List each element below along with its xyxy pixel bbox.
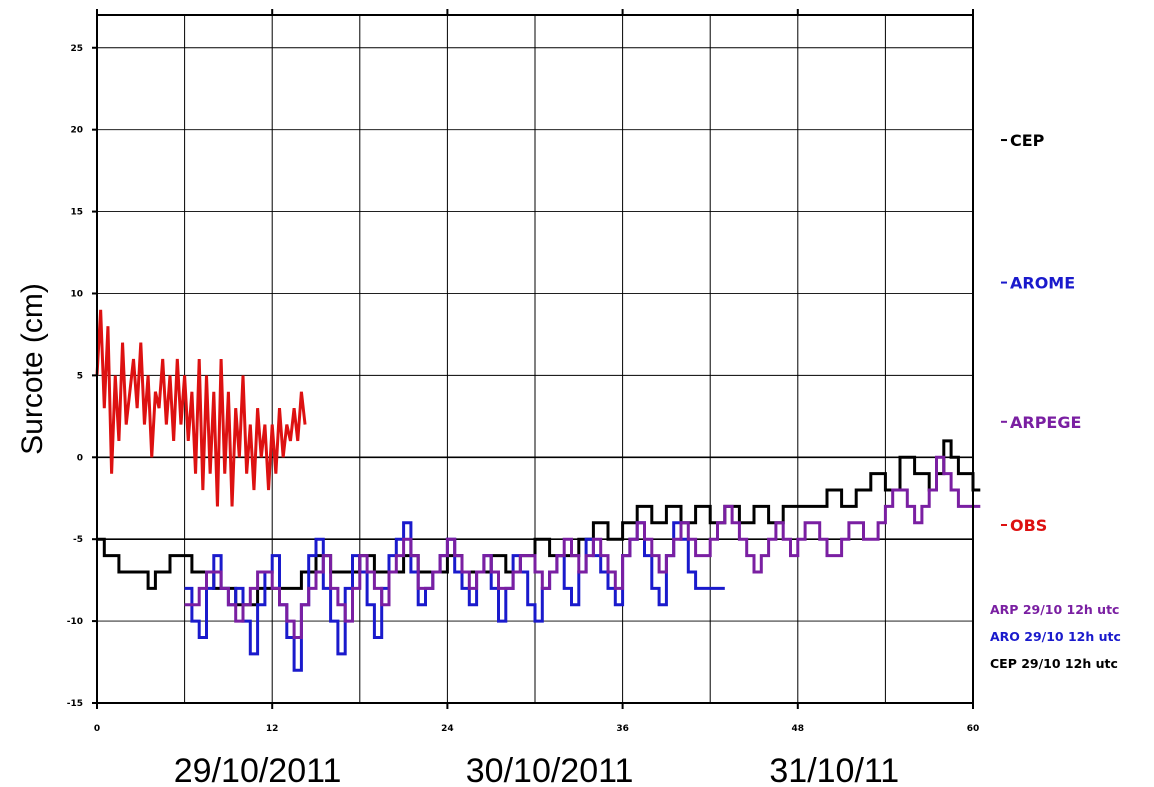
x-tick-label: 60 [967,724,980,734]
run-labels: ARP 29/10 12h utc ARO 29/10 12h utc CEP 29… [990,602,1121,671]
y-tick-label: 15 [70,208,83,218]
y-tick-label: 25 [70,44,83,54]
y-tick-label: 10 [70,289,83,299]
y-tick-label: -10 [67,617,83,627]
date-label: 29/10/2011 [174,752,342,787]
run-label: ARP 29/10 12h utc [990,602,1119,617]
legend-entry: AROME [1010,274,1075,293]
legend-entry: ARPEGE [1010,413,1081,432]
x-tick-label: 0 [94,724,100,734]
date-label: 31/10/11 [769,752,899,787]
legend-entry: CEP [1010,131,1045,150]
ticks: 0 12 24 36 48 60 -15 -10 -5 0 5 10 15 20 25 [67,9,980,734]
plot-frame [96,14,974,704]
run-label: ARO 29/10 12h utc [990,629,1121,644]
y-tick-label: 0 [77,453,83,463]
legend: CEP AROME ARPEGE OBS [1001,131,1081,535]
x-tick-label: 48 [792,724,805,734]
legend-entry: OBS [1010,516,1047,535]
date-label: 30/10/2011 [466,752,634,787]
series-line [95,309,307,507]
x-tick-label: 36 [616,724,629,734]
x-tick-label: 24 [441,724,454,734]
y-tick-label: 20 [70,126,83,136]
run-label: CEP 29/10 12h utc [990,656,1118,671]
y-tick-label: 5 [77,371,83,381]
y-tick-label: -15 [67,699,83,709]
y-axis-label: Surcote (cm) [16,283,49,455]
date-labels: 29/10/2011 30/10/2011 31/10/11 [174,752,899,787]
x-tick-label: 12 [266,724,279,734]
series-lines [95,309,981,672]
series-line [184,455,981,639]
y-tick-label: -5 [73,535,83,545]
